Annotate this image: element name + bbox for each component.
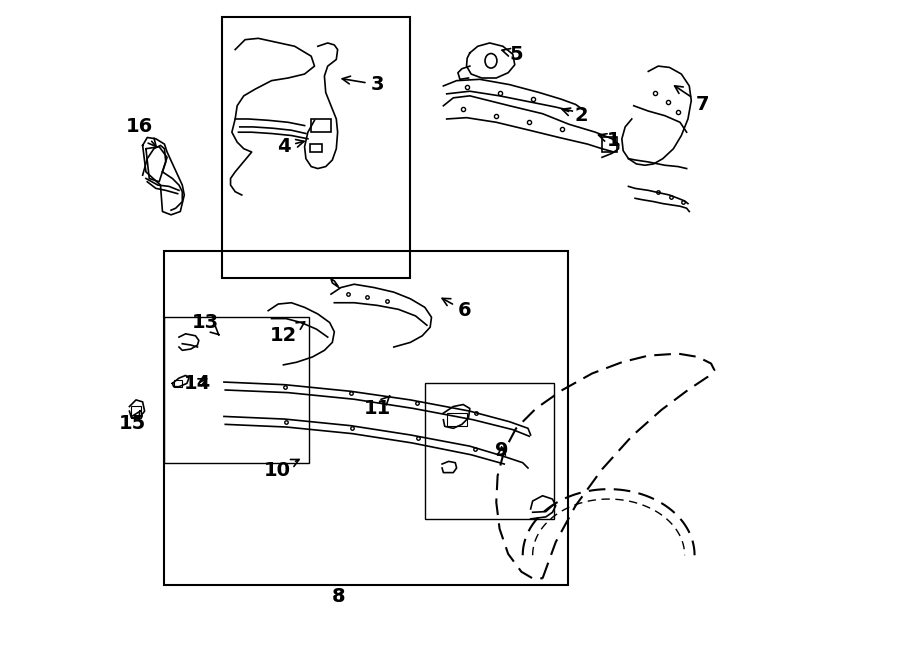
Text: 5: 5 xyxy=(502,45,523,63)
Text: 2: 2 xyxy=(562,106,588,125)
Text: 11: 11 xyxy=(364,396,391,418)
Text: 8: 8 xyxy=(332,587,346,605)
Text: 12: 12 xyxy=(270,322,305,345)
Bar xyxy=(310,144,322,152)
Text: 16: 16 xyxy=(126,118,156,147)
Text: 10: 10 xyxy=(264,459,299,480)
Bar xyxy=(446,413,466,426)
Text: 3: 3 xyxy=(342,75,384,94)
Text: 15: 15 xyxy=(119,410,147,432)
Bar xyxy=(165,251,568,585)
Text: 9: 9 xyxy=(495,442,508,460)
Bar xyxy=(175,380,183,387)
Text: 1: 1 xyxy=(598,131,621,149)
Bar xyxy=(165,317,309,463)
Bar xyxy=(602,137,616,152)
Text: 13: 13 xyxy=(192,313,219,335)
Bar xyxy=(130,406,141,418)
Bar xyxy=(311,119,331,132)
Bar xyxy=(425,383,554,519)
Text: 6: 6 xyxy=(442,298,472,320)
Text: 14: 14 xyxy=(184,374,212,393)
Bar xyxy=(222,17,410,278)
Text: 4: 4 xyxy=(276,137,304,156)
Text: 7: 7 xyxy=(675,86,709,114)
